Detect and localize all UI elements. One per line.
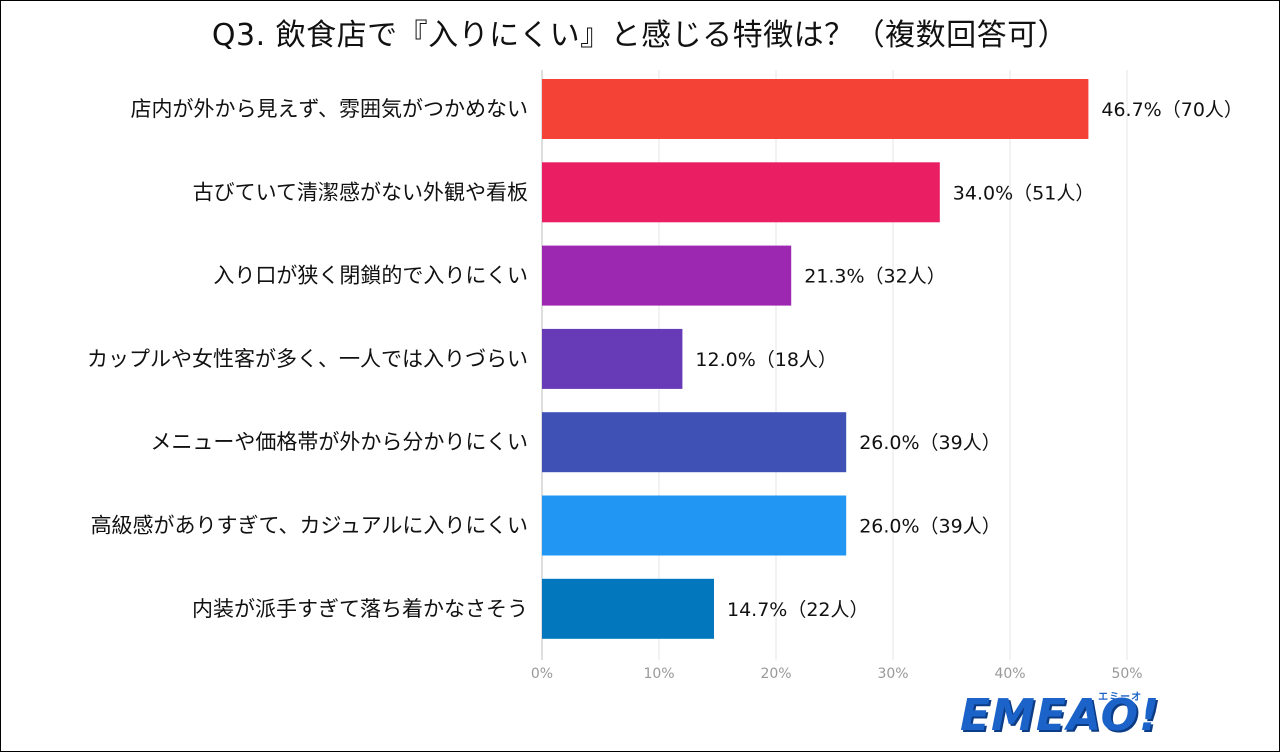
bar xyxy=(542,79,1089,139)
value-label: 46.7%（70人） xyxy=(1101,99,1243,121)
value-label: 21.3%（32人） xyxy=(804,266,946,288)
value-label: 34.0%（51人） xyxy=(953,182,1095,204)
chart-title: Q3. 飲食店で『入りにくい』と感じる特徴は？（複数回答可） xyxy=(211,18,1069,53)
category-label: 入り口が狭く閉鎖的で入りにくい xyxy=(213,264,528,288)
bar xyxy=(542,162,940,223)
category-label: 店内が外から見えず、雰囲気がつかめない xyxy=(130,97,528,121)
x-tick-label: 50% xyxy=(1111,666,1142,682)
x-tick-label: 10% xyxy=(643,666,674,682)
category-label: 高級感がありすぎて、カジュアルに入りにくい xyxy=(91,514,528,538)
x-tick-label: 30% xyxy=(877,666,908,682)
category-label: メニューや価格帯が外から分かりにくい xyxy=(150,430,528,454)
category-label: 内装が派手すぎて落ち着かなさそう xyxy=(192,597,528,621)
bar xyxy=(542,412,847,473)
bar xyxy=(542,495,847,556)
value-label: 26.0%（39人） xyxy=(859,432,1001,454)
category-label: カップルや女性客が多く、一人では入りづらい xyxy=(87,347,528,371)
logo-text: EMEAO! xyxy=(960,690,1161,741)
x-tick-label: 20% xyxy=(760,666,791,682)
value-label: 26.0%（39人） xyxy=(859,516,1001,538)
x-tick-label: 40% xyxy=(994,666,1025,682)
value-label: 14.7%（22人） xyxy=(727,599,869,621)
bar xyxy=(542,578,714,639)
category-label: 古びていて清潔感がない外観や看板 xyxy=(193,180,528,204)
bar xyxy=(542,245,792,306)
brand-logo: エミーオ EMEAO! xyxy=(960,690,1160,746)
x-tick-label: 0% xyxy=(531,666,553,682)
logo-kana: エミーオ xyxy=(1098,692,1143,703)
bar xyxy=(542,328,683,389)
value-label: 12.0%（18人） xyxy=(695,349,837,371)
